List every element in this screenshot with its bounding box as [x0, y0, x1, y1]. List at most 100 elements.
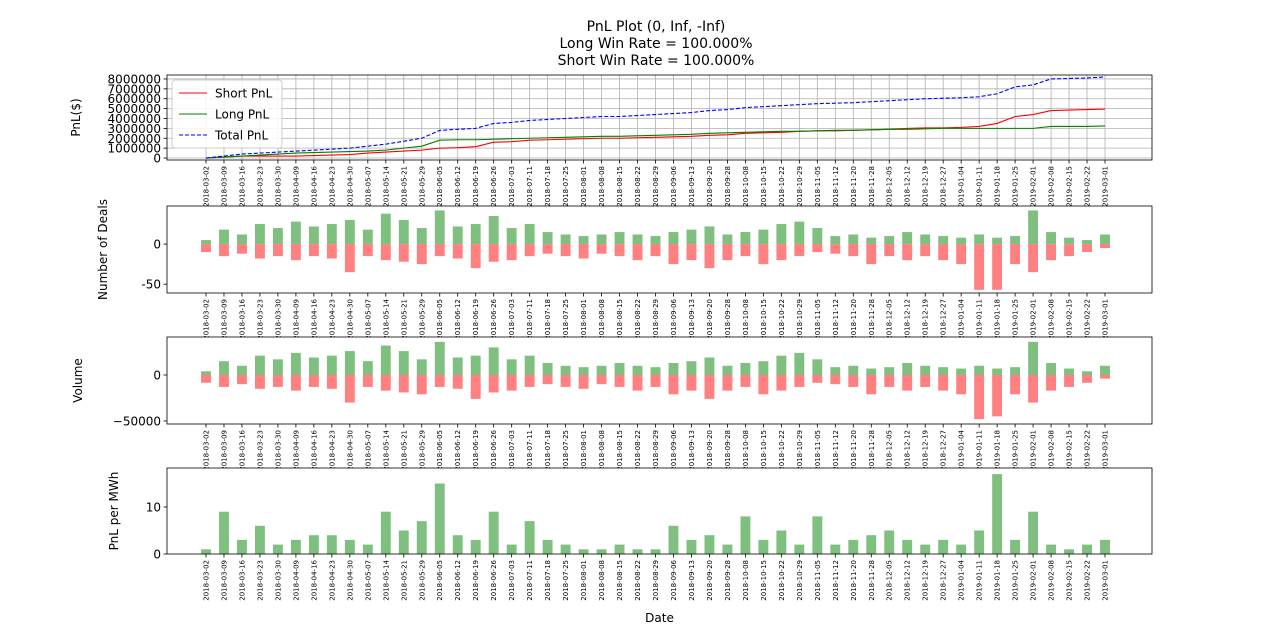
- bar: [542, 232, 553, 245]
- bar: [992, 244, 1003, 290]
- x-tick-label: 2018-08-22: [634, 430, 642, 471]
- bar: [344, 374, 355, 403]
- bar: [902, 374, 913, 391]
- x-tick-label: 2018-06-12: [454, 430, 462, 471]
- bar: [1064, 368, 1074, 375]
- bar: [992, 368, 1003, 375]
- x-tick-label: 2018-10-22: [778, 560, 786, 601]
- x-tick-label: 2018-11-05: [814, 430, 822, 471]
- x-tick-label: 2018-04-16: [310, 559, 318, 600]
- x-tick-label: 2018-03-09: [220, 299, 228, 340]
- x-tick-label: 2019-01-25: [1012, 299, 1020, 340]
- bar: [1046, 232, 1057, 245]
- x-tick-label: 2018-06-05: [436, 166, 444, 207]
- x-tick-label: 2019-03-01: [1102, 299, 1110, 340]
- x-tick-label: 2018-10-15: [760, 430, 768, 471]
- bar: [542, 363, 553, 375]
- x-tick-label: 2018-04-16: [310, 298, 318, 339]
- bar: [1100, 374, 1110, 379]
- bar: [794, 244, 805, 257]
- bar: [668, 374, 679, 395]
- x-tick-label: 2018-04-23: [328, 430, 336, 471]
- bar: [614, 244, 625, 257]
- bar: [254, 244, 265, 259]
- x-tick-label: 2018-09-06: [670, 298, 678, 339]
- bar: [488, 374, 499, 393]
- bar: [470, 374, 481, 399]
- plot-frame: [166, 336, 1153, 425]
- bar: [794, 352, 805, 375]
- bar: [272, 544, 283, 554]
- x-tick-label: 2018-11-28: [868, 299, 876, 340]
- bar: [560, 244, 571, 257]
- bar: [488, 347, 499, 375]
- x-tick-label: 2018-11-20: [850, 430, 858, 471]
- bar: [254, 374, 265, 389]
- bar: [1082, 240, 1092, 245]
- x-tick-label: 2018-08-15: [616, 430, 624, 471]
- y-tick-label: 4000000: [108, 112, 161, 126]
- bar: [686, 374, 697, 391]
- x-tick-label: 2018-12-27: [940, 430, 948, 471]
- x-tick-label: 2018-09-13: [688, 166, 696, 207]
- bar: [740, 363, 751, 375]
- x-tick-label: 2018-10-22: [778, 299, 786, 340]
- bar: [758, 539, 769, 554]
- bar: [596, 549, 607, 554]
- bar: [1082, 371, 1092, 375]
- bar: [758, 361, 769, 375]
- bar: [902, 363, 913, 375]
- bar: [506, 244, 517, 261]
- x-tick-label: 2018-08-29: [652, 430, 660, 471]
- bar: [866, 237, 877, 245]
- x-tick-label: 2019-02-08: [1048, 166, 1056, 207]
- x-tick-label: 2018-11-05: [814, 560, 822, 601]
- x-tick-label: 2018-07-25: [562, 560, 570, 601]
- x-tick-label: 2018-10-15: [760, 166, 768, 207]
- y-tick-label: 10: [146, 501, 161, 515]
- subplot: 2018-03-02 2018-03-09 2018-03-16 2018-03-23…: [107, 467, 1153, 625]
- bar: [650, 374, 661, 387]
- y-tick-label: 7000000: [108, 82, 161, 96]
- bar: [237, 374, 247, 385]
- bar: [290, 352, 301, 375]
- x-tick-label: 2018-06-12: [454, 560, 462, 601]
- bar: [308, 535, 319, 554]
- x-tick-label: 2018-07-18: [544, 560, 552, 601]
- x-tick-label: 2018-05-14: [382, 165, 390, 206]
- x-tick-label: 2018-06-19: [472, 166, 480, 207]
- x-tick-label: 2019-01-18: [994, 166, 1002, 207]
- y-tick-label: 6000000: [108, 92, 161, 106]
- bar: [902, 244, 913, 261]
- bar: [380, 345, 391, 375]
- bar: [884, 236, 895, 245]
- bar: [219, 374, 229, 387]
- bar: [344, 244, 355, 273]
- bar: [758, 229, 769, 245]
- bar: [632, 234, 643, 245]
- x-tick-label: 2019-02-15: [1066, 166, 1074, 207]
- bar: [740, 374, 751, 387]
- y-tick-label: 5000000: [108, 102, 161, 116]
- bar: [506, 374, 517, 391]
- x-tick-label: 2018-12-27: [940, 299, 948, 340]
- x-tick-label: 2018-05-07: [364, 560, 372, 601]
- x-tick-label: 2018-05-21: [400, 560, 408, 601]
- bar: [416, 244, 427, 265]
- bar: [398, 244, 409, 262]
- bar: [1064, 244, 1074, 257]
- bar: [272, 244, 283, 257]
- x-tick-label: 2018-06-26: [490, 429, 498, 470]
- x-tick-label: 2018-12-12: [904, 430, 912, 471]
- bar: [650, 236, 661, 245]
- bar: [992, 237, 1003, 245]
- x-tick-label: 2018-10-15: [760, 299, 768, 340]
- x-tick-label: 2018-10-08: [742, 166, 750, 207]
- x-tick-label: 2019-02-15: [1066, 560, 1074, 601]
- x-tick-label: 2018-06-19: [472, 430, 480, 471]
- bar: [219, 229, 229, 245]
- bar: [308, 374, 319, 387]
- bar: [686, 539, 697, 554]
- bar: [794, 374, 805, 387]
- subplot: 2018-03-02 2018-03-09 2018-03-16 2018-03-23…: [96, 199, 1153, 340]
